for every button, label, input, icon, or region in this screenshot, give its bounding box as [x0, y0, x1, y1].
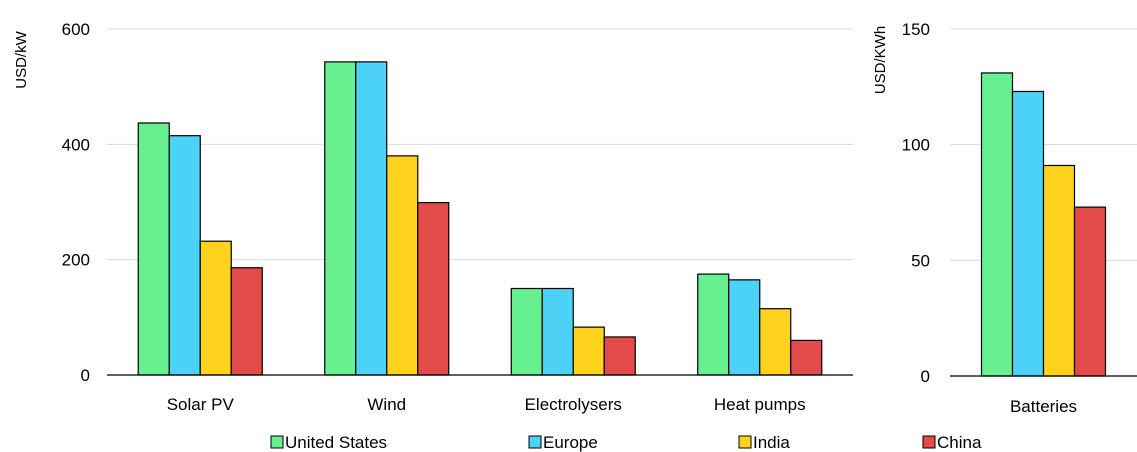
bar-batteries-india [1042, 164, 1076, 377]
right-chart-panel: 0 50 100 150 USD/KWh Batteries [872, 20, 1137, 416]
y-tick-label: 0 [921, 367, 930, 386]
bar-electrolysers-united-states [510, 287, 543, 376]
y-tick-label: 0 [81, 366, 90, 385]
bar-solar-pv-europe [168, 135, 201, 376]
legend-swatch-china [922, 435, 936, 449]
bar-batteries-europe [1011, 90, 1045, 377]
legend-swatch-europe [528, 435, 542, 449]
bar-solar-pv-india [199, 240, 232, 376]
bar-heat-pumps-europe [728, 279, 761, 376]
y-tick-label: 200 [62, 251, 90, 270]
bar-batteries-china [1073, 206, 1107, 377]
y-axis-title: USD/kW [13, 30, 30, 88]
x-category-label: Batteries [1010, 397, 1077, 416]
bar-solar-pv-united-states [137, 122, 170, 376]
y-tick-label: 100 [902, 136, 930, 155]
y-tick-label: 150 [902, 20, 930, 39]
chart-legend: United States Europe India China [270, 433, 982, 452]
y-tick-label: 50 [911, 251, 930, 270]
legend-label-china: China [937, 433, 982, 452]
legend-label-india: India [753, 433, 790, 452]
legend-label-united-states: United States [285, 433, 387, 452]
bar-wind-china [417, 201, 450, 376]
legend-swatch-india [738, 435, 752, 449]
bar-wind-europe [355, 61, 388, 376]
y-tick-label: 400 [62, 135, 90, 154]
bar-solar-pv-china [230, 267, 263, 376]
bar-heat-pumps-united-states [697, 273, 730, 376]
bar-wind-india [386, 155, 419, 376]
x-category-label: Wind [367, 395, 406, 414]
bar-electrolysers-china [603, 336, 636, 376]
x-category-label: Solar PV [167, 395, 235, 414]
x-category-label: Heat pumps [714, 395, 806, 414]
left-chart-panel: 0 200 400 600 USD/kW Solar PV Wind Electrolyser… [13, 20, 853, 414]
y-tick-label: 600 [62, 20, 90, 39]
bar-wind-united-states [324, 61, 357, 376]
legend-label-europe: Europe [543, 433, 598, 452]
x-category-label: Electrolysers [525, 395, 622, 414]
y-axis-title: USD/KWh [872, 26, 889, 94]
bar-heat-pumps-china [790, 339, 823, 376]
bar-batteries-united-states [980, 72, 1014, 377]
bar-electrolysers-india [572, 326, 605, 376]
bar-electrolysers-europe [541, 287, 574, 376]
legend-swatch-united-states [270, 435, 284, 449]
bar-heat-pumps-india [759, 308, 792, 376]
